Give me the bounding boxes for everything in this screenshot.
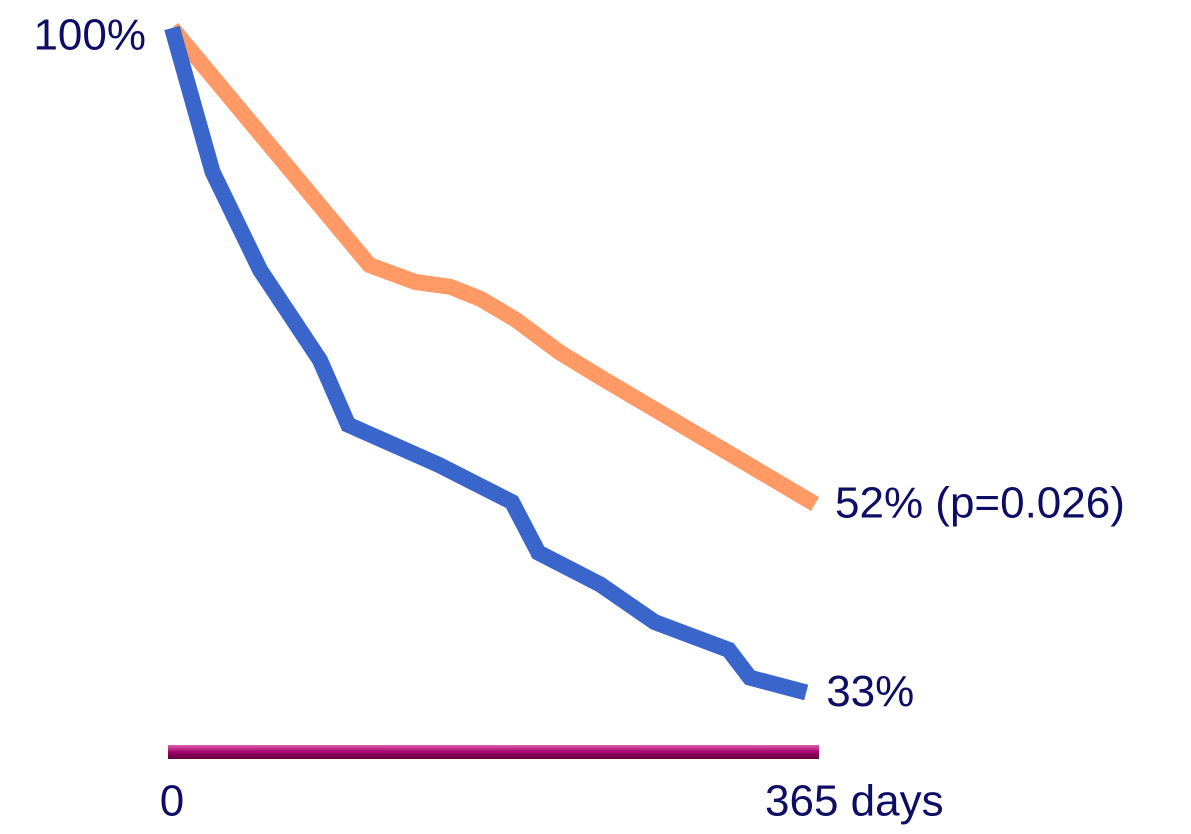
series-line bbox=[164, 25, 809, 701]
x-axis bbox=[168, 745, 819, 759]
value-label: 52% (p=0.026) bbox=[835, 479, 1125, 528]
x-tick-label: 365 days bbox=[765, 777, 944, 826]
series-line bbox=[165, 22, 820, 511]
y-tick-label: 100% bbox=[33, 11, 146, 60]
x-tick-label: 0 bbox=[160, 777, 184, 826]
value-label: 33% bbox=[826, 667, 914, 716]
